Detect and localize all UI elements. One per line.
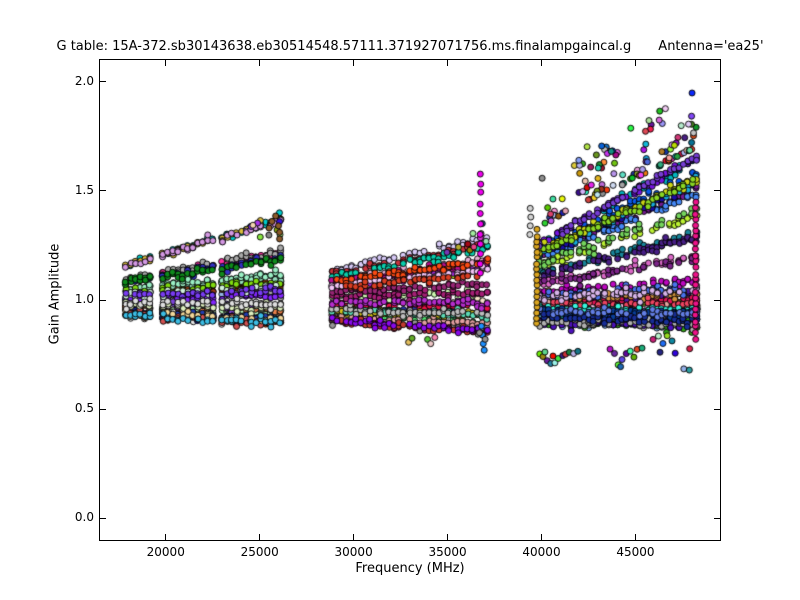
plot-area	[99, 59, 721, 541]
y-tick-mark-right	[714, 299, 720, 301]
y-tick-label: 0.5	[74, 401, 94, 416]
x-tick-label: 20000	[146, 545, 185, 559]
scatter-canvas	[100, 60, 720, 540]
x-tick-label: 25000	[240, 545, 279, 559]
y-tick-mark	[100, 299, 106, 301]
x-tick-mark-top	[447, 60, 449, 66]
chart-title: G table: 15A-372.sb30143638.eb30514548.5…	[20, 38, 800, 55]
x-tick-mark	[634, 534, 636, 540]
x-tick-mark	[353, 534, 355, 540]
y-tick-label: 1.0	[74, 292, 94, 306]
x-tick-mark-top	[165, 60, 167, 66]
y-tick-mark	[100, 190, 106, 192]
x-tick-mark	[541, 534, 542, 540]
x-tick-label: 30000	[334, 545, 373, 559]
x-tick-mark-top	[541, 60, 542, 66]
x-tick-label: 45000	[616, 545, 655, 559]
y-tick-mark-right	[714, 81, 720, 83]
y-tick-mark	[100, 517, 106, 519]
y-tick-mark-right	[714, 517, 720, 519]
y-tick-label: 1.5	[74, 182, 94, 197]
y-tick-mark	[100, 408, 106, 410]
y-tick-mark-right	[714, 190, 720, 192]
y-tick-label: 2.0	[74, 73, 94, 88]
y-tick-mark-right	[714, 408, 720, 410]
x-axis-label: Frequency (MHz)	[355, 561, 465, 576]
x-tick-mark-top	[634, 60, 636, 66]
x-tick-mark	[259, 534, 261, 540]
x-tick-mark-top	[259, 60, 261, 66]
x-tick-mark-top	[353, 60, 355, 66]
x-tick-label: 40000	[522, 545, 561, 559]
x-tick-label: 35000	[428, 545, 467, 559]
title-gtable: G table: 15A-372.sb30143638.eb30514548.5…	[56, 39, 632, 54]
y-tick-mark	[100, 81, 106, 83]
title-antenna: Antenna='ea25'	[658, 39, 764, 54]
x-tick-mark	[165, 534, 167, 540]
x-tick-mark	[447, 534, 449, 540]
y-tick-label: 0.0	[74, 510, 94, 525]
